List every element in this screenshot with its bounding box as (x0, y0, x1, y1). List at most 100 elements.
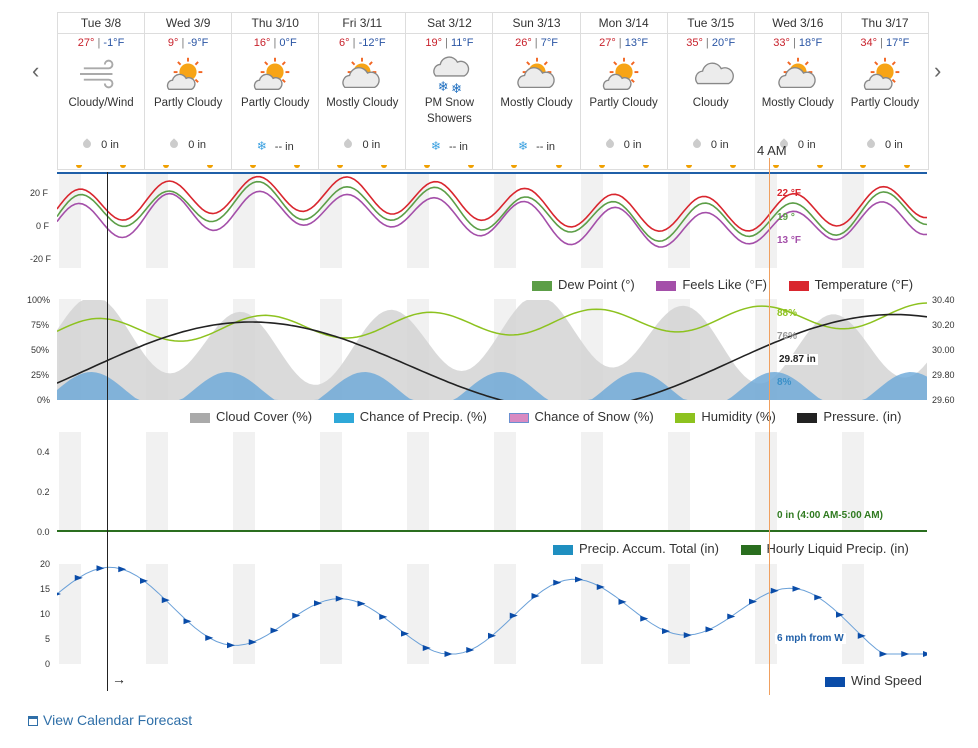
wind-direction-marker (248, 639, 257, 646)
wind-direction-marker (401, 630, 409, 637)
wind-direction-marker (96, 565, 105, 572)
day-card[interactable]: Fri 3/11 6° | -12°F Mostly Cloudy 0 in (318, 13, 406, 169)
wind-direction-marker (792, 585, 801, 592)
mostly-cloudy-icon (516, 57, 555, 89)
cloud-cover-readout: 76% (777, 331, 798, 342)
current-time-label: 4 AM (757, 143, 787, 158)
wind-y-tick: 20 (40, 559, 51, 569)
day-date: Thu 3/17 (841, 13, 928, 34)
wind-direction-marker (466, 647, 475, 654)
temperature-chart (57, 172, 927, 268)
legend-snow-chance[interactable]: Chance of Snow (%) (508, 409, 654, 424)
raindrop-icon (691, 138, 703, 150)
range-drag-arrow[interactable]: → (112, 671, 126, 687)
day-precip: 0 in (145, 138, 231, 151)
day-card[interactable]: Thu 3/10 16° | 0°F Partly Cloudy ❄ -- in (231, 13, 319, 169)
legend-humidity[interactable]: Humidity (%) (675, 409, 776, 424)
temp-legend: Dew Point (°) Feels Like (°F) Temperatur… (532, 277, 913, 292)
day-precip: 0 in (58, 138, 144, 151)
low-temp: 11°F (450, 37, 474, 49)
wind-direction-marker (923, 651, 927, 657)
night-band (842, 172, 864, 268)
legend-precip-accum[interactable]: Precip. Accum. Total (in) (553, 541, 719, 556)
raindrop-icon (342, 138, 355, 150)
day-condition: Partly Cloudy (153, 97, 223, 109)
feels-like-line (57, 190, 927, 248)
snow-showers-icon: ❄ ❄ (433, 56, 470, 95)
cloudy-icon (694, 62, 734, 85)
day-card[interactable]: Thu 3/17 34° | 17°F Partly Cloudy 0 in (840, 13, 928, 169)
wind-direction-marker (727, 613, 736, 620)
day-date: Fri 3/11 (319, 13, 406, 34)
day-precip: 0 in (668, 138, 754, 151)
raindrop-icon (865, 138, 877, 150)
raindrop-icon (168, 138, 180, 150)
day-temps: 6° | -12°F (339, 37, 386, 49)
day-precip: 0 in (319, 138, 405, 151)
day-card[interactable]: Tue 3/8 27° | -1°F Cloudy/Wind 0 in (58, 13, 145, 169)
legend-cloud-cover[interactable]: Cloud Cover (%) (190, 409, 312, 424)
night-band (755, 172, 777, 268)
day-condition: Mostly Cloudy (500, 97, 573, 109)
sun-markers (145, 162, 231, 168)
wind-direction-marker (140, 577, 148, 584)
night-band (320, 432, 342, 532)
sky-y-tick-right: 29.60 (932, 395, 955, 405)
wind-direction-marker (770, 587, 779, 594)
view-calendar-link[interactable]: View Calendar Forecast (28, 712, 192, 728)
day-temps: 33° | 18°F (773, 37, 823, 49)
high-temp: 16° (253, 37, 271, 49)
sun-markers (406, 162, 492, 168)
night-band (59, 564, 81, 664)
legend-hourly-precip[interactable]: Hourly Liquid Precip. (in) (740, 541, 909, 556)
night-band (320, 564, 342, 664)
day-card[interactable]: Sat 3/12 19° | 11°F ❄ ❄ PM Snow Showers ❄… (405, 13, 493, 169)
wind-legend[interactable]: Wind Speed (825, 673, 922, 688)
legend-feels-like[interactable]: Feels Like (°F) (656, 277, 767, 292)
day-date: Sun 3/13 (493, 13, 580, 34)
legend-pressure[interactable]: Pressure. (in) (797, 409, 901, 424)
sky-conditions-chart (57, 299, 927, 400)
high-temp: 33° (773, 37, 790, 49)
sky-y-tick-right: 29.80 (932, 370, 955, 380)
day-temps: 26° | 7°F (515, 37, 558, 49)
temperature-line (57, 175, 927, 233)
range-start-line[interactable] (107, 172, 108, 691)
day-card[interactable]: Tue 3/15 35° | 20°F Cloudy 0 in (666, 13, 754, 169)
sky-y-tick-left: 50% (31, 345, 50, 355)
night-band (494, 432, 516, 532)
day-temps: 19° | 11°F (425, 37, 474, 49)
day-condition: Cloudy (692, 97, 729, 109)
prev-days-arrow[interactable]: ‹ (32, 58, 40, 83)
day-condition: PM Snow Showers (424, 97, 475, 125)
next-days-arrow[interactable]: › (934, 58, 942, 83)
wind-chart (57, 564, 927, 664)
day-date: Wed 3/9 (145, 13, 232, 34)
day-condition: Cloudy/Wind (68, 97, 134, 109)
night-band (494, 564, 516, 664)
dew-point-line (57, 180, 927, 243)
day-card[interactable]: Wed 3/16 33° | 18°F Mostly Cloudy 0 in (753, 13, 841, 169)
day-card[interactable]: Wed 3/9 9° | -9°F Partly Cloudy 0 in (144, 13, 232, 169)
wind-direction-marker (553, 579, 562, 586)
legend-dew-point[interactable]: Dew Point (°) (532, 277, 635, 292)
wind-y-tick: 0 (45, 659, 51, 669)
wind-direction-marker (640, 615, 649, 622)
day-precip: 0 in (581, 138, 667, 151)
wind-direction-marker (575, 576, 583, 583)
wind-direction-marker (444, 651, 453, 657)
precip-y-tick: 0.0 (37, 527, 50, 537)
sky-legend: Cloud Cover (%) Chance of Precip. (%) Ch… (190, 409, 901, 424)
wind-direction-marker (857, 632, 866, 639)
current-time-line[interactable] (769, 158, 770, 695)
legend-precip-chance[interactable]: Chance of Precip. (%) (333, 409, 487, 424)
night-band (320, 172, 342, 268)
day-temps: 27° | 13°F (599, 37, 649, 49)
day-card[interactable]: Sun 3/13 26° | 7°F Mostly Cloudy ❄ -- in (492, 13, 580, 169)
sky-y-tick-left: 100% (27, 295, 51, 305)
night-band (668, 432, 690, 532)
legend-temperature[interactable]: Temperature (°F) (788, 277, 913, 292)
low-temp: -1°F (103, 37, 125, 49)
wind-direction-marker (705, 626, 714, 633)
day-card[interactable]: Mon 3/14 27° | 13°F Partly Cloudy 0 in (579, 13, 667, 169)
